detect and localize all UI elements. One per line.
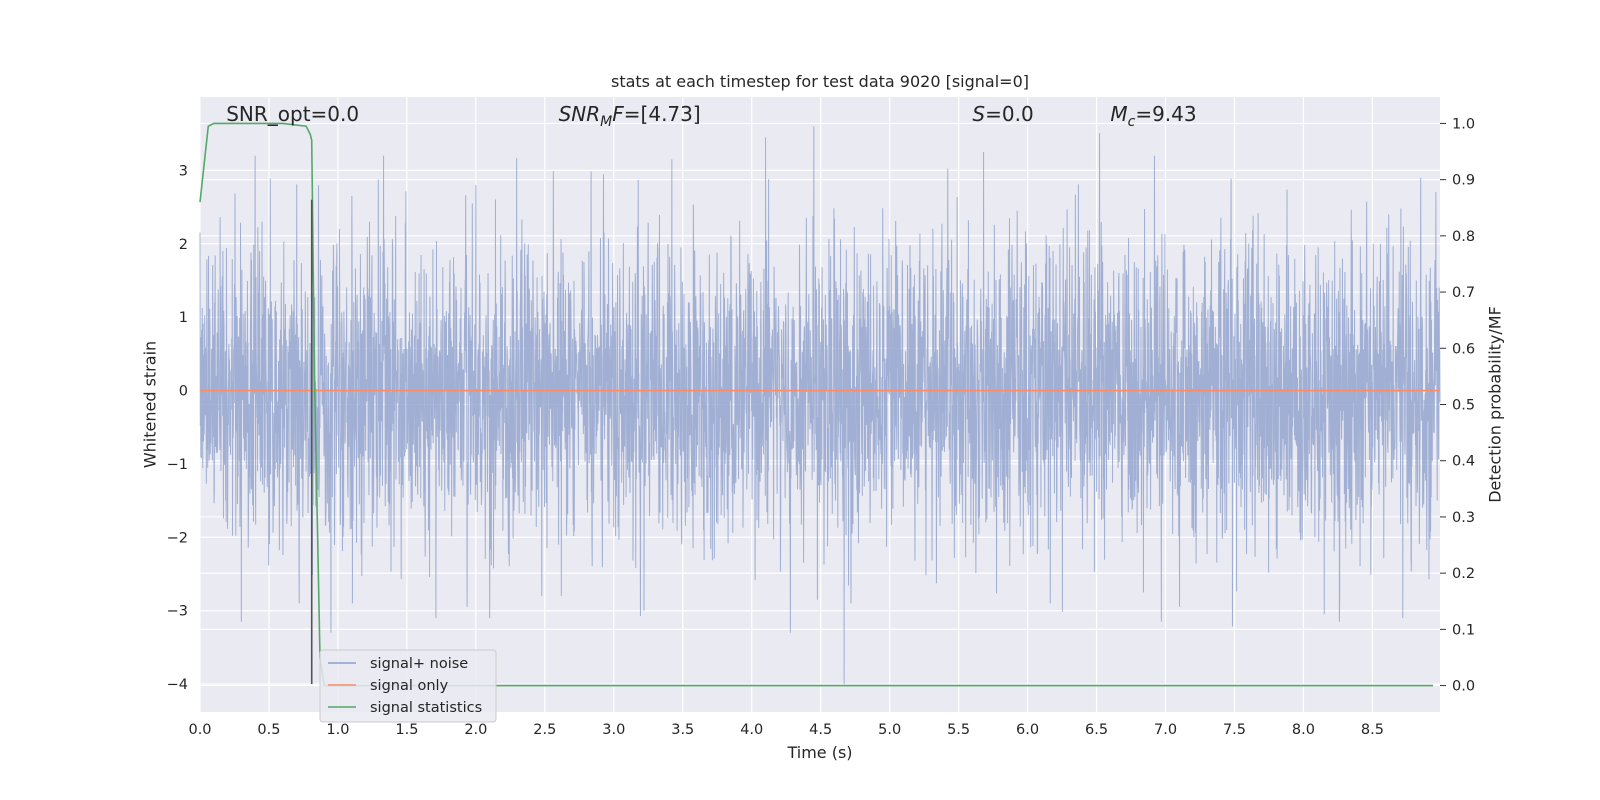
annotation-symbol: S — [972, 102, 985, 126]
y2-tick-label: 0.7 — [1452, 285, 1475, 301]
x-tick-label: 3.5 — [671, 722, 694, 738]
annotation-mc: Mc=9.43 — [1110, 102, 1196, 130]
y2-axis-label: Detection probability/MF — [1486, 306, 1505, 503]
legend-label: signal only — [370, 678, 449, 694]
x-tick-label: 0.0 — [188, 722, 211, 738]
annotation-symbol: M — [1110, 102, 1127, 126]
x-tick-label: 4.0 — [740, 722, 763, 738]
y-tick-label: −4 — [167, 677, 188, 693]
y-tick-label: 2 — [179, 237, 188, 253]
x-axis-label: Time (s) — [786, 743, 852, 762]
x-tick-label: 5.5 — [947, 722, 970, 738]
y-tick-label: −1 — [167, 457, 188, 473]
x-tick-label: 5.0 — [878, 722, 901, 738]
annotation-value: =0.0 — [311, 102, 360, 126]
annotation-s: S=0.0 — [972, 102, 1033, 126]
legend: signal+ noise signal only signal statistic… — [319, 649, 497, 723]
annotation-value: =9.43 — [1135, 102, 1196, 126]
annotation-value: =[4.73] — [624, 102, 701, 126]
series-signal-statistics-line — [199, 122, 1434, 687]
x-tick-label: 1.5 — [395, 722, 418, 738]
y2-tick-label: 0.0 — [1452, 679, 1475, 695]
x-tick-label: 1.0 — [326, 722, 349, 738]
x-tick-label: 8.0 — [1292, 722, 1315, 738]
annotation-value: =0.0 — [985, 102, 1034, 126]
y-tick-label: 1 — [179, 310, 188, 326]
annotations: SNR_opt=0.0 SNRMF=[4.73] S=0.0 Mc=9.43 — [226, 102, 1196, 130]
y-tick-label: −2 — [167, 530, 188, 546]
y-tick-label: 3 — [179, 163, 188, 179]
annotation-symbol: SNR — [559, 102, 601, 126]
y2-tick-label: 0.8 — [1452, 229, 1475, 245]
annotation-snr-opt: SNR_opt=0.0 — [226, 102, 359, 126]
legend-label: signal statistics — [370, 700, 482, 716]
annotation-subscript: c — [1128, 114, 1136, 130]
x-tick-label: 6.5 — [1085, 722, 1108, 738]
annotation-subscript: M — [600, 114, 612, 130]
legend-items: signal+ noise signal only signal statistic… — [328, 656, 482, 716]
x-tick-label: 2.0 — [464, 722, 487, 738]
x-tick-label: 3.0 — [602, 722, 625, 738]
x-tick-label: 6.0 — [1016, 722, 1039, 738]
x-tick-label: 8.5 — [1361, 722, 1384, 738]
x-tick-label: 0.5 — [257, 722, 280, 738]
y2-tick-label: 0.2 — [1452, 566, 1475, 582]
legend-label: signal+ noise — [370, 656, 468, 672]
y2-tick-label: 0.1 — [1452, 622, 1475, 638]
annotation-suffix: F — [612, 102, 624, 126]
series-signal-noise-line — [199, 126, 1441, 685]
y-tick-label: −3 — [167, 604, 188, 620]
legend-box — [319, 649, 497, 723]
annotation-symbol: SNR_opt — [226, 102, 310, 126]
x-tick-label: 7.0 — [1154, 722, 1177, 738]
annotation-snr-mf: SNRMF=[4.73] — [559, 102, 701, 130]
tick-layer: 0.0 0.5 1.0 1.5 2.0 2.5 3.0 3.5 4.0 4.5 5.0 5.5 6.0 6… — [167, 116, 1475, 738]
y2-tick-label: 0.5 — [1452, 398, 1475, 414]
y2-tick-label: 0.3 — [1452, 510, 1475, 526]
x-tick-label: 4.5 — [809, 722, 832, 738]
y2-tick-label: 0.6 — [1452, 341, 1475, 357]
y2-tick-label: 1.0 — [1452, 116, 1475, 132]
series-layer — [199, 122, 1441, 687]
x-tick-label: 2.5 — [533, 722, 556, 738]
chart-title: stats at each timestep for test data 902… — [611, 72, 1029, 91]
y-tick-label: 0 — [179, 384, 188, 400]
y-axis-label: Whitened strain — [141, 341, 160, 468]
y2-tick-label: 0.4 — [1452, 454, 1475, 470]
x-tick-label: 7.5 — [1223, 722, 1246, 738]
y2-tick-label: 0.9 — [1452, 173, 1475, 189]
